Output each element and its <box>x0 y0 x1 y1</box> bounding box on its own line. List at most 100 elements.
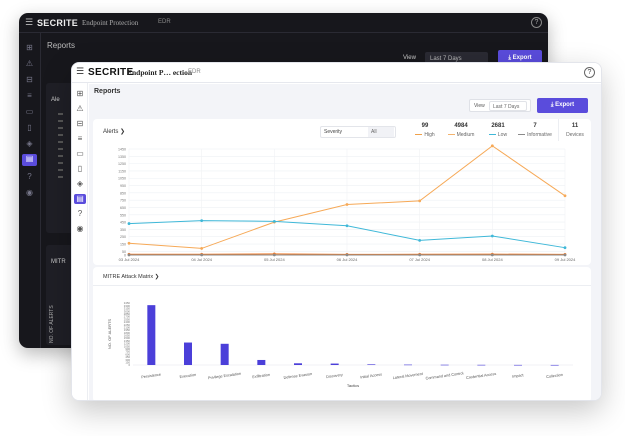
inbox-icon[interactable]: ⊟ <box>26 75 33 84</box>
list-icon[interactable]: ≡ <box>77 134 83 143</box>
x-tick-label: 07 Jul 2024 <box>409 257 430 262</box>
y-tick-label: 50 <box>122 250 126 254</box>
x-tick-label: Discovery <box>326 373 343 379</box>
report-icon[interactable]: ▤ <box>74 194 86 204</box>
top-bar: ☰ SECRITE Endpoint Protection EDR ? <box>19 13 548 33</box>
bar-exfiltration <box>257 359 266 365</box>
app-window: ☰ SECRITE Endpoint P… ection EDR ? ⊞ ⚠ ⊟… <box>71 62 602 401</box>
alerts-title[interactable]: Alerts ❯ <box>103 129 126 135</box>
alert-icon[interactable]: ⚠ <box>25 59 34 68</box>
stat-label: Medium <box>441 132 481 138</box>
file-icon[interactable]: ▯ <box>27 123 32 132</box>
stat-value: 4984 <box>454 123 468 129</box>
y-axis-label: NO. OF ALERTS <box>107 319 112 349</box>
alerts-card: Alerts ❯ Severity All 99 High 4984 Mediu… <box>93 119 591 265</box>
data-point-medium <box>418 199 422 203</box>
y-tick-label: 2850 <box>124 312 131 316</box>
severity-select[interactable]: All <box>368 127 394 137</box>
app-tag: EDR <box>158 19 171 25</box>
y-tick-label: 250 <box>120 235 126 239</box>
stat-label: Informative <box>515 132 555 138</box>
user-icon[interactable]: ◉ <box>26 188 33 197</box>
chart-icon[interactable]: ⊞ <box>76 89 84 98</box>
x-tick-label: Exfiltration <box>252 373 270 379</box>
alerts-title: Ale <box>51 97 60 103</box>
y-tick-label: 0 <box>124 254 126 258</box>
bar-credential-access <box>477 364 486 366</box>
view-label: View <box>403 55 416 61</box>
alert-icon[interactable]: ⚠ <box>76 104 84 113</box>
bar-command-and-control <box>440 364 449 366</box>
bar-initial-access <box>367 364 376 365</box>
menu-icon[interactable]: ☰ <box>76 67 85 77</box>
app-name: Endpoint Protection <box>82 19 139 27</box>
y-tick-label: 1250 <box>118 162 126 166</box>
x-tick-label: 08 Jul 2024 <box>482 257 503 262</box>
y-tick-label: 1050 <box>118 177 126 181</box>
data-point-low <box>418 238 422 242</box>
help-circle-icon[interactable]: ? <box>27 172 32 181</box>
stat-value: 99 <box>421 123 429 129</box>
bar-discovery <box>330 363 339 365</box>
inbox-icon[interactable]: ⊟ <box>76 119 84 128</box>
stat-value: 2681 <box>491 123 505 129</box>
page-title: Reports <box>94 88 121 95</box>
menu-icon[interactable]: ☰ <box>25 18 34 28</box>
terminal-icon[interactable]: ▭ <box>76 149 84 158</box>
y-axis-label: NO. OF ALERTS <box>49 305 55 343</box>
y-tick-label: 450 <box>120 221 126 225</box>
view-select[interactable]: Last 7 Days <box>489 101 527 111</box>
data-point-informative <box>490 253 494 257</box>
bar-persistence <box>147 305 156 365</box>
terminal-icon[interactable]: ▭ <box>25 107 34 116</box>
top-bar: ☰ SECRITE Endpoint P… ection EDR ? <box>72 63 601 83</box>
x-tick-label: Privilege Escalation <box>208 372 241 381</box>
chart-icon[interactable]: ⊞ <box>26 43 33 52</box>
data-point-low <box>200 219 204 223</box>
x-tick-label: 04 Jul 2024 <box>191 257 212 262</box>
shield-icon[interactable]: ◈ <box>76 179 84 188</box>
devices-label: Devices <box>566 132 584 138</box>
shield-icon[interactable]: ◈ <box>26 139 33 148</box>
export-button[interactable]: ⤓ Export <box>537 98 588 113</box>
y-tick-label: 3000 <box>124 309 131 313</box>
severity-filter: Severity All <box>320 126 396 138</box>
sidebar: ⊞ ⚠ ⊟ ≡ ▭ ▯ ◈ ▤ ? ◉ <box>19 33 41 348</box>
x-tick-label: Persistence <box>141 373 161 380</box>
y-tick-label: 3300 <box>124 304 131 308</box>
devices-value: 11 <box>571 123 579 129</box>
y-tick-label: 1450 <box>118 148 126 152</box>
user-icon[interactable]: ◉ <box>76 224 84 233</box>
y-tick-label: 950 <box>120 184 126 188</box>
data-point-informative <box>345 253 349 257</box>
help-icon[interactable]: ? <box>531 17 542 28</box>
x-tick-label: 09 Jul 2024 <box>555 257 576 262</box>
list-icon[interactable]: ≡ <box>27 91 32 100</box>
data-point-informative <box>563 253 567 257</box>
y-axis-ticks <box>55 113 67 223</box>
y-tick-label: 1350 <box>124 339 131 343</box>
devices-stat: 11 Devices <box>558 119 591 141</box>
x-tick-label: Credential Access <box>466 372 497 380</box>
x-tick-label: Defense Evasion <box>283 372 312 380</box>
data-point-low <box>272 219 276 223</box>
app-tag: EDR <box>188 69 201 75</box>
file-icon[interactable]: ▯ <box>77 164 83 173</box>
mitre-title[interactable]: MITRE Attack Matrix ❯ <box>103 274 160 280</box>
help-icon[interactable]: ? <box>584 67 595 78</box>
help-circle-icon[interactable]: ? <box>77 209 83 218</box>
report-icon[interactable]: ▤ <box>22 154 37 166</box>
page-title: Reports <box>47 41 76 50</box>
y-tick-label: 600 <box>125 352 130 356</box>
bar-collection <box>550 364 559 366</box>
y-tick-label: 0 <box>128 363 130 367</box>
data-point-medium <box>490 144 494 148</box>
y-tick-label: 2550 <box>124 317 131 321</box>
app-name: Endpoint P… ection <box>127 68 193 77</box>
stat-informative: 7 Informative <box>515 123 555 138</box>
x-tick-label: Collection <box>546 373 563 379</box>
y-tick-label: 850 <box>120 191 126 195</box>
y-tick-label: 550 <box>120 213 126 217</box>
bar-impact <box>514 364 522 366</box>
x-tick-label: Initial Access <box>360 372 382 379</box>
